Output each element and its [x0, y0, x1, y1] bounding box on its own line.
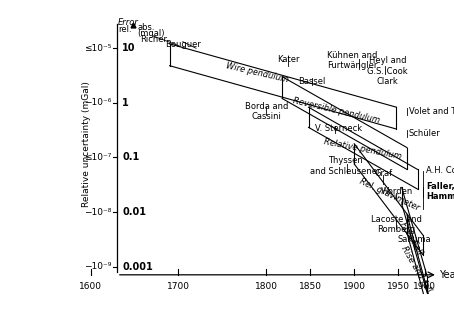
Text: Relative pendulum: Relative pendulum: [323, 137, 403, 161]
Text: Schüler: Schüler: [409, 129, 440, 138]
Text: ≤10⁻⁷: ≤10⁻⁷: [84, 153, 112, 162]
Text: 1980: 1980: [413, 282, 436, 291]
Text: 1850: 1850: [299, 282, 322, 291]
Text: Error: Error: [118, 17, 138, 26]
Text: Borda and
Cassini: Borda and Cassini: [245, 102, 288, 121]
Text: Relative uncertainty (mGal): Relative uncertainty (mGal): [82, 81, 91, 207]
Text: Faller,
Hammond: Faller, Hammond: [426, 182, 454, 201]
Text: rel.: rel.: [118, 25, 131, 34]
Text: −10⁻⁹: −10⁻⁹: [84, 262, 112, 271]
Text: 10: 10: [122, 43, 136, 53]
Text: 1700: 1700: [167, 282, 190, 291]
Text: −10⁻⁸: −10⁻⁸: [84, 207, 112, 216]
Text: 1950: 1950: [387, 282, 410, 291]
Text: V. Sterneck: V. Sterneck: [315, 124, 362, 133]
Text: Rel. gravimeter: Rel. gravimeter: [358, 177, 421, 212]
Text: Year: Year: [439, 270, 454, 280]
Text: Lacoste and
Romberg: Lacoste and Romberg: [371, 215, 422, 234]
Text: A.H. Cook: A.H. Cook: [426, 166, 454, 175]
Text: Worden: Worden: [380, 187, 413, 196]
Text: 1600: 1600: [79, 282, 102, 291]
Text: Kühnen and
Furtwängler: Kühnen and Furtwängler: [327, 51, 378, 70]
Text: Sakuma: Sakuma: [397, 235, 431, 244]
Text: Reversible pendulum: Reversible pendulum: [292, 97, 381, 126]
Text: −10⁻⁶: −10⁻⁶: [84, 98, 112, 107]
Text: Volet and Thulin: Volet and Thulin: [409, 107, 454, 116]
Text: Heyl and
G.S. Cook
Clark: Heyl and G.S. Cook Clark: [367, 56, 408, 86]
Text: 1800: 1800: [255, 282, 278, 291]
Text: 0.001: 0.001: [122, 262, 153, 272]
Text: Wire pendulum: Wire pendulum: [225, 61, 290, 85]
Text: 0.01: 0.01: [122, 207, 146, 217]
Text: Free Fall: Free Fall: [399, 220, 424, 256]
Text: ≤10⁻⁵: ≤10⁻⁵: [84, 44, 112, 53]
Text: Bouguer: Bouguer: [165, 40, 201, 49]
Text: Graf: Graf: [374, 169, 392, 178]
Text: (mgal): (mgal): [137, 29, 165, 38]
Text: Bassel: Bassel: [298, 76, 326, 86]
Text: Kater: Kater: [277, 55, 300, 64]
Text: 1900: 1900: [343, 282, 366, 291]
Text: 1: 1: [122, 98, 129, 108]
Text: abs.: abs.: [137, 23, 155, 32]
Text: Thyssen
and Schleusener: Thyssen and Schleusener: [310, 156, 381, 176]
Text: Richer: Richer: [140, 35, 168, 44]
Text: Rise and fall: Rise and fall: [399, 245, 433, 294]
Text: 0.1: 0.1: [122, 152, 139, 162]
